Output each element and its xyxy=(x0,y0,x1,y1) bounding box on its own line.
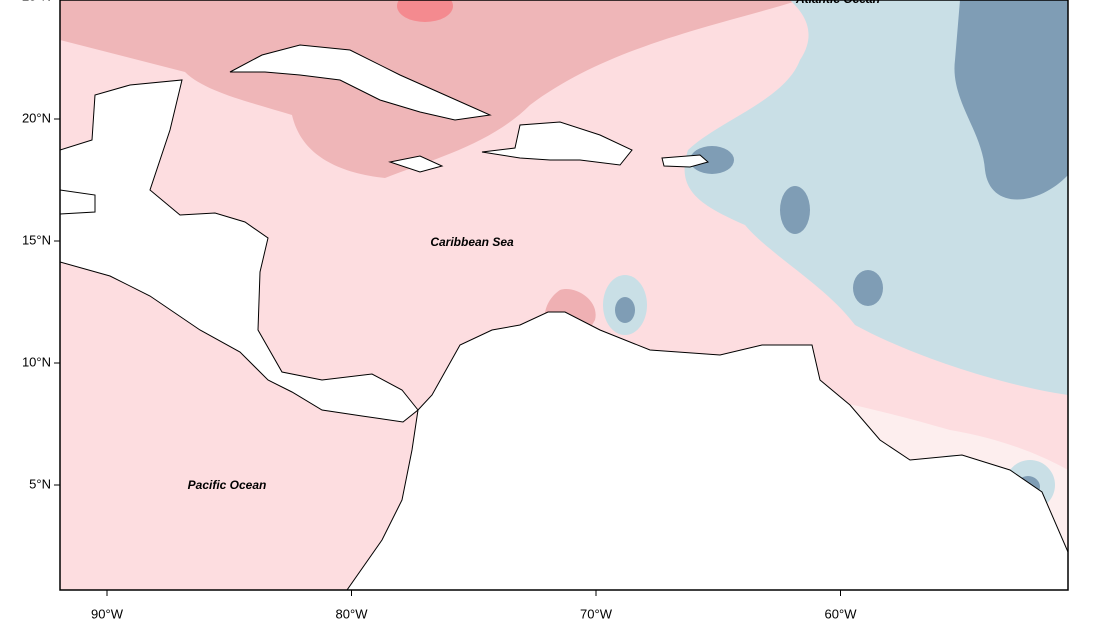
lat-label: 10°N xyxy=(22,354,51,369)
hispaniola xyxy=(481,121,633,166)
lat-label: 5°N xyxy=(29,476,51,491)
central-america xyxy=(60,79,419,423)
jamaica xyxy=(388,155,444,173)
anomaly-strong-low xyxy=(690,146,734,174)
lon-label: 90°W xyxy=(91,606,124,621)
anomaly-strong-low xyxy=(615,297,635,323)
place-label: Caribbean Sea xyxy=(430,235,514,249)
puerto-rico xyxy=(661,154,710,168)
anomaly-strong-low xyxy=(780,186,810,234)
map-field xyxy=(60,0,1068,590)
cuba xyxy=(229,44,492,121)
place-label: Atlantic Ocean xyxy=(795,0,880,6)
lat-label: 25°N xyxy=(22,0,51,3)
south-america xyxy=(346,311,1068,590)
lon-label: 60°W xyxy=(825,606,858,621)
lat-label: 15°N xyxy=(22,232,51,247)
border xyxy=(60,189,96,215)
place-label: Pacific Ocean xyxy=(188,478,267,492)
anomaly-strong-low xyxy=(853,270,883,306)
lon-label: 70°W xyxy=(580,606,613,621)
lat-label: 20°N xyxy=(22,110,51,125)
anomaly-strong-low xyxy=(954,0,1068,200)
map-frame xyxy=(59,0,1069,591)
anomaly-peak xyxy=(397,0,453,22)
lon-label: 80°W xyxy=(336,606,369,621)
